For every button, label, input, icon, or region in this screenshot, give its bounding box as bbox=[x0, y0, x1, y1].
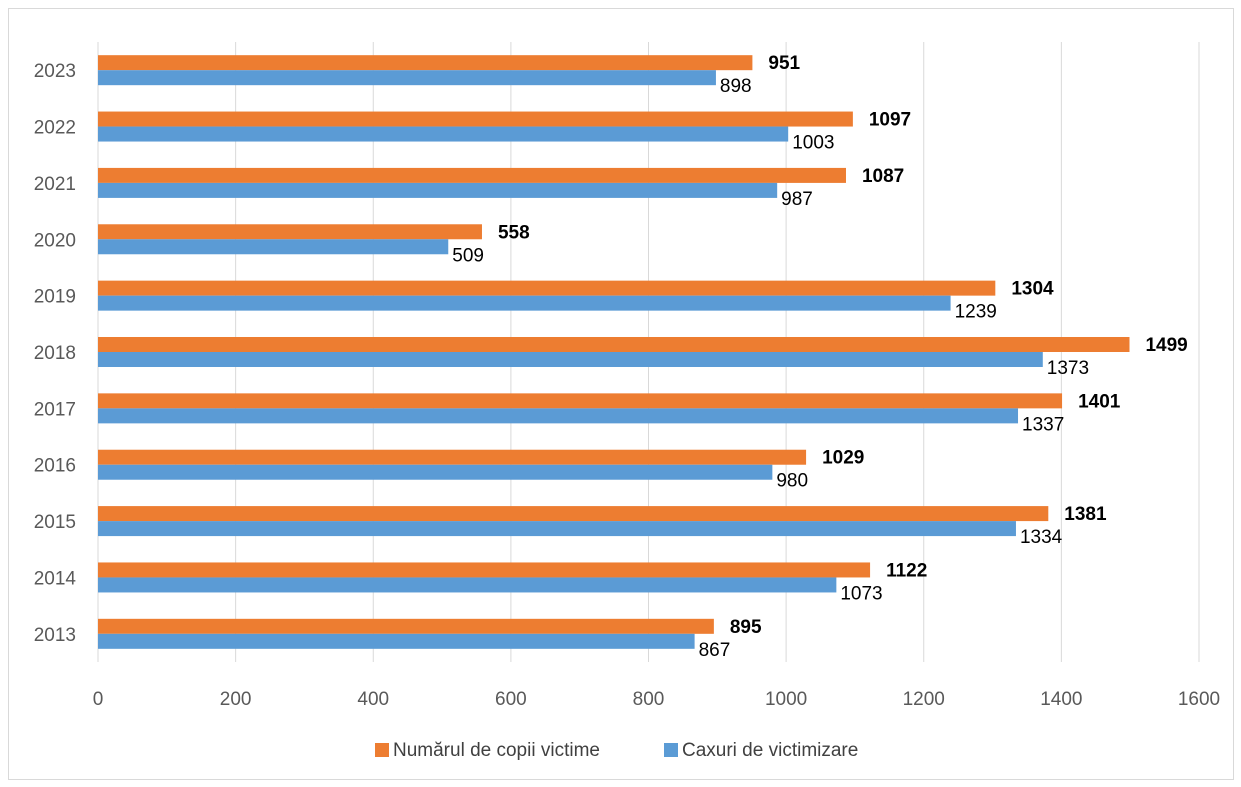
bar-caxuri-victimizare bbox=[98, 182, 778, 198]
legend-label: Caxuri de victimizare bbox=[682, 740, 858, 761]
data-label: 1073 bbox=[840, 583, 882, 604]
legend: Numărul de copii victime Caxuri de victim… bbox=[375, 740, 858, 761]
y-tick-label: 2021 bbox=[34, 174, 76, 195]
y-tick-label: 2023 bbox=[34, 61, 76, 82]
x-tick-label: 400 bbox=[357, 689, 389, 710]
x-tick-label: 200 bbox=[220, 689, 252, 710]
bar-copii-victime bbox=[98, 562, 871, 578]
bar-caxuri-victimizare bbox=[98, 577, 837, 593]
data-label: 1003 bbox=[792, 133, 834, 154]
y-tick-label: 2015 bbox=[34, 512, 76, 533]
data-label: 1097 bbox=[869, 110, 911, 131]
y-tick-label: 2013 bbox=[34, 625, 76, 646]
data-label: 1381 bbox=[1064, 504, 1107, 525]
data-label: 509 bbox=[452, 245, 484, 266]
y-tick-label: 2018 bbox=[34, 343, 76, 364]
data-label: 1334 bbox=[1020, 527, 1063, 548]
x-tick-label: 1400 bbox=[1040, 689, 1082, 710]
x-tick-label: 1200 bbox=[903, 689, 945, 710]
bar-caxuri-victimizare bbox=[98, 295, 951, 311]
x-tick-label: 0 bbox=[93, 689, 104, 710]
data-label: 895 bbox=[730, 617, 762, 638]
bar-copii-victime bbox=[98, 449, 807, 465]
data-label: 1304 bbox=[1011, 279, 1054, 300]
bar-caxuri-victimizare bbox=[98, 352, 1043, 367]
data-label: 898 bbox=[720, 76, 752, 97]
bar-copii-victime bbox=[98, 337, 1130, 352]
data-label: 1499 bbox=[1145, 335, 1187, 356]
bar-caxuri-victimizare bbox=[98, 521, 1016, 537]
bar-caxuri-victimizare bbox=[98, 408, 1019, 424]
bar-caxuri-victimizare bbox=[98, 633, 695, 649]
legend-label: Numărul de copii victime bbox=[393, 740, 600, 761]
data-label: 1029 bbox=[822, 448, 864, 469]
x-tick-label: 800 bbox=[633, 689, 665, 710]
bar-copii-victime bbox=[98, 167, 846, 183]
bar-copii-victime bbox=[98, 55, 753, 71]
bar-caxuri-victimizare bbox=[98, 70, 716, 86]
data-label: 1239 bbox=[955, 302, 997, 323]
data-label: 980 bbox=[776, 471, 808, 492]
x-tick-label: 600 bbox=[495, 689, 527, 710]
data-label: 1373 bbox=[1047, 358, 1089, 379]
x-tick-label: 1000 bbox=[765, 689, 807, 710]
legend-swatch bbox=[375, 743, 389, 757]
y-tick-label: 2016 bbox=[34, 456, 76, 477]
bar-copii-victime bbox=[98, 393, 1063, 409]
y-tick-label: 2017 bbox=[34, 399, 76, 420]
bar-copii-victime bbox=[98, 506, 1049, 522]
x-tick-label: 1600 bbox=[1178, 689, 1220, 710]
data-label: 558 bbox=[498, 222, 530, 243]
axes: 0 200 400 600 800 1000 1200 1400 1600 2013 2014 201… bbox=[34, 61, 1220, 710]
data-label: 951 bbox=[768, 53, 800, 74]
data-label: 987 bbox=[781, 189, 813, 210]
y-tick-label: 2014 bbox=[34, 568, 77, 589]
data-label: 1337 bbox=[1022, 414, 1064, 435]
bar-caxuri-victimizare bbox=[98, 239, 449, 255]
y-tick-label: 2020 bbox=[34, 230, 76, 251]
data-label: 1087 bbox=[862, 166, 904, 187]
chart-frame: 895 867 1122 1073 1381 1334 1029 980 1401 1337 149… bbox=[8, 8, 1234, 780]
bar-copii-victime bbox=[98, 224, 482, 240]
bars bbox=[98, 55, 1130, 649]
bar-caxuri-victimizare bbox=[98, 464, 773, 480]
data-label: 1401 bbox=[1078, 391, 1121, 412]
bar-copii-victime bbox=[98, 280, 996, 296]
y-tick-label: 2019 bbox=[34, 287, 76, 308]
y-tick-label: 2022 bbox=[34, 118, 76, 139]
bar-copii-victime bbox=[98, 111, 853, 127]
bar-copii-victime bbox=[98, 618, 714, 634]
data-label: 1122 bbox=[886, 560, 927, 581]
legend-swatch bbox=[664, 743, 678, 757]
bar-caxuri-victimizare bbox=[98, 126, 789, 142]
data-label: 867 bbox=[699, 640, 731, 661]
